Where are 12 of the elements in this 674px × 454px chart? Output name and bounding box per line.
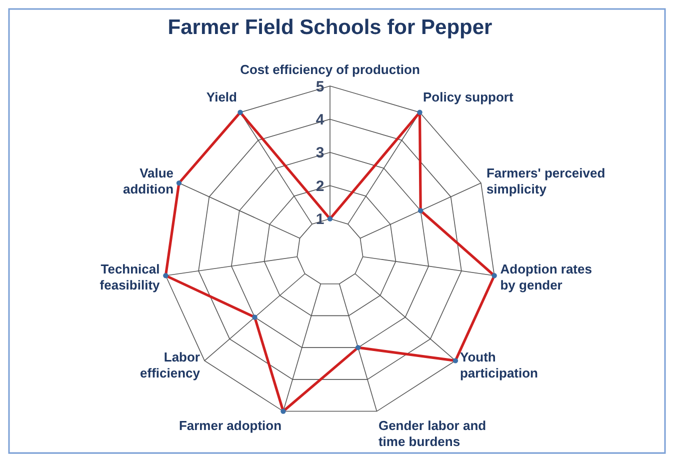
spoke-label: Youth participation (460, 350, 538, 381)
spoke-label: Farmer adoption (178, 418, 282, 434)
spoke-label: Cost efficiency of production (240, 62, 420, 77)
spoke-label: Farmers' perceived simplicity (486, 166, 606, 197)
chart-title: Farmer Field Schools for Pepper (168, 16, 492, 39)
spoke-label: Yield (206, 89, 238, 104)
spoke-label: Value addition (122, 166, 174, 197)
spoke-label: Policy support (422, 89, 514, 104)
spoke-label: Gender labor and time burdens (378, 418, 486, 450)
spoke-label: Labor efficiency (140, 350, 201, 381)
spoke-label: Technical feasibility (100, 261, 161, 292)
spoke-label: Adoption rates by gender (500, 261, 592, 292)
